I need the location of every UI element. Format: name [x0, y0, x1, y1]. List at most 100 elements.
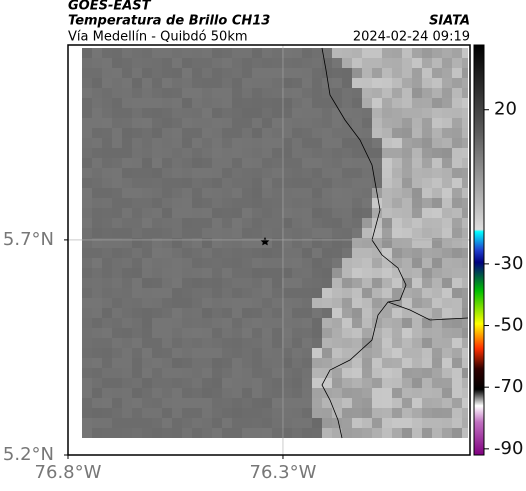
terrain-cell: [392, 168, 402, 178]
terrain-cell: [322, 188, 332, 198]
terrain-cell: [332, 238, 342, 248]
terrain-cell: [292, 288, 302, 298]
terrain-cell: [102, 368, 112, 378]
terrain-cell: [202, 178, 212, 188]
terrain-cell: [462, 268, 468, 278]
terrain-cell: [292, 298, 302, 308]
terrain-cell: [172, 258, 182, 268]
terrain-cell: [172, 118, 182, 128]
terrain-cell: [282, 278, 292, 288]
terrain-cell: [432, 138, 442, 148]
terrain-cell: [92, 48, 102, 58]
terrain-cell: [422, 348, 432, 358]
terrain-cell: [422, 158, 432, 168]
terrain-cell: [452, 48, 462, 58]
terrain-cell: [412, 98, 422, 108]
terrain-cell: [402, 418, 412, 428]
terrain-cell: [262, 118, 272, 128]
terrain-cell: [452, 388, 462, 398]
terrain-cell: [232, 268, 242, 278]
terrain-cell: [362, 408, 372, 418]
terrain-cell: [362, 388, 372, 398]
terrain-cell: [102, 208, 112, 218]
terrain-cell: [252, 88, 262, 98]
terrain-cell: [322, 198, 332, 208]
terrain-cell: [82, 138, 92, 148]
terrain-cell: [132, 88, 142, 98]
terrain-cell: [272, 248, 282, 258]
terrain-cell: [322, 108, 332, 118]
terrain-cell: [322, 308, 332, 318]
terrain-cell: [312, 288, 322, 298]
terrain-cell: [242, 328, 252, 338]
terrain-cell: [342, 418, 352, 428]
terrain-cell: [122, 188, 132, 198]
terrain-cell: [322, 248, 332, 258]
terrain-cell: [82, 198, 92, 208]
terrain-cell: [172, 78, 182, 88]
terrain-cell: [282, 408, 292, 418]
terrain-cell: [412, 178, 422, 188]
terrain-cell: [82, 168, 92, 178]
terrain-cell: [182, 198, 192, 208]
terrain-cell: [402, 238, 412, 248]
terrain-cell: [142, 358, 152, 368]
terrain-cell: [402, 68, 412, 78]
terrain-cell: [302, 418, 312, 428]
terrain-cell: [92, 378, 102, 388]
terrain-cell: [102, 388, 112, 398]
terrain-cell: [312, 348, 322, 358]
terrain-cell: [442, 98, 452, 108]
terrain-cell: [252, 328, 262, 338]
terrain-cell: [142, 268, 152, 278]
terrain-cell: [162, 68, 172, 78]
terrain-cell: [342, 48, 352, 58]
terrain-cell: [362, 398, 372, 408]
terrain-cell: [372, 368, 382, 378]
terrain-cell: [152, 418, 162, 428]
terrain-cell: [222, 338, 232, 348]
terrain-cell: [92, 278, 102, 288]
terrain-cell: [112, 308, 122, 318]
terrain-cell: [432, 298, 442, 308]
terrain-cell: [212, 188, 222, 198]
terrain-cell: [142, 98, 152, 108]
terrain-cell: [132, 308, 142, 318]
terrain-cell: [442, 348, 452, 358]
terrain-cell: [402, 308, 412, 318]
terrain-cell: [322, 358, 332, 368]
terrain-cell: [102, 428, 112, 438]
terrain-cell: [442, 108, 452, 118]
terrain-cell: [122, 428, 132, 438]
terrain-cell: [172, 108, 182, 118]
terrain-cell: [182, 308, 192, 318]
terrain-cell: [112, 288, 122, 298]
terrain-cell: [232, 198, 242, 208]
terrain-cell: [352, 208, 362, 218]
terrain-cell: [422, 318, 432, 328]
terrain-cell: [432, 248, 442, 258]
terrain-cell: [112, 148, 122, 158]
terrain-cell: [162, 418, 172, 428]
terrain-cell: [242, 118, 252, 128]
terrain-cell: [232, 98, 242, 108]
terrain-cell: [342, 248, 352, 258]
terrain-cell: [292, 108, 302, 118]
terrain-cell: [182, 88, 192, 98]
terrain-cell: [142, 58, 152, 68]
terrain-cell: [162, 328, 172, 338]
terrain-cell: [452, 258, 462, 268]
terrain-cell: [262, 368, 272, 378]
terrain-cell: [142, 178, 152, 188]
terrain-cell: [412, 328, 422, 338]
terrain-cell: [182, 248, 192, 258]
terrain-cell: [412, 208, 422, 218]
terrain-cell: [112, 358, 122, 368]
terrain-cell: [222, 88, 232, 98]
terrain-cell: [402, 348, 412, 358]
terrain-cell: [222, 398, 232, 408]
terrain-cell: [372, 108, 382, 118]
terrain-cell: [432, 238, 442, 248]
terrain-cell: [112, 238, 122, 248]
